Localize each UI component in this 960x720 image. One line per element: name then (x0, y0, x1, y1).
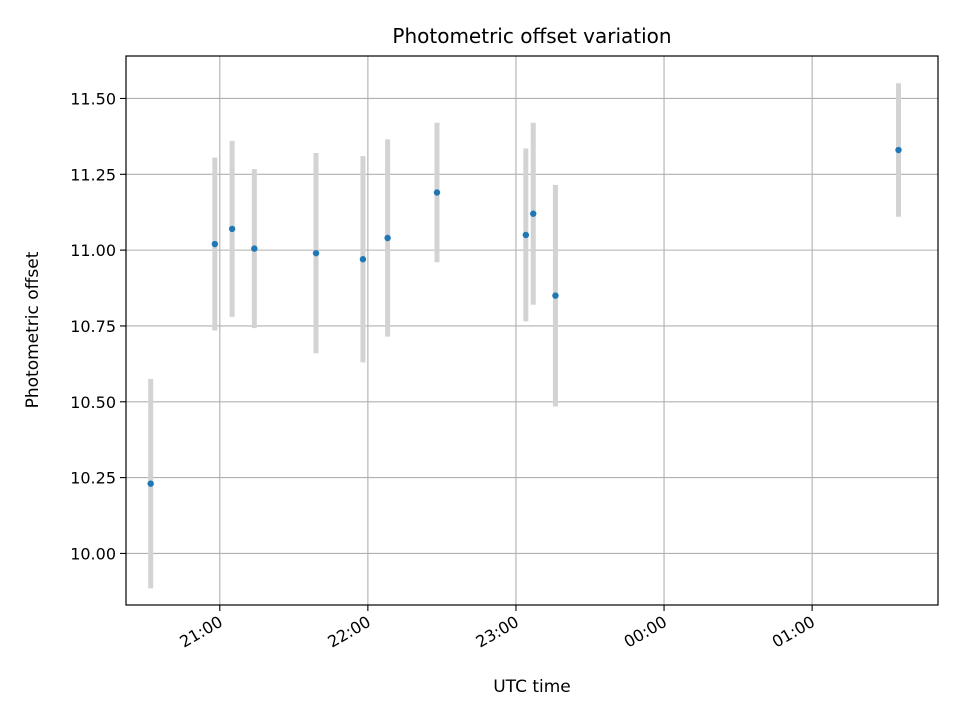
data-point (359, 256, 367, 263)
data-point (384, 234, 391, 242)
y-tick-label: 10.50 (70, 393, 116, 412)
y-axis-ticks: 10.00 10.25 10.50 10.75 11.00 11.25 11.50 (70, 89, 126, 563)
data-point (522, 231, 530, 239)
data-point (228, 225, 236, 233)
data-point (211, 240, 219, 248)
x-tick-label: 21:00 (176, 612, 225, 652)
data-point (552, 292, 559, 299)
x-tick-label: 01:00 (769, 612, 818, 652)
chart-title: Photometric offset variation (392, 24, 671, 48)
y-tick-label: 11.25 (70, 165, 116, 184)
y-tick-label: 10.75 (70, 317, 116, 336)
y-tick-label: 10.00 (70, 544, 116, 563)
x-tick-label: 00:00 (621, 612, 670, 652)
data-point (312, 249, 320, 257)
data-points (147, 146, 902, 487)
x-tick-label: 22:00 (324, 612, 373, 652)
y-tick-label: 10.25 (70, 469, 116, 488)
y-tick-label: 11.00 (70, 241, 116, 260)
data-point (147, 480, 154, 487)
data-point (530, 210, 537, 217)
plot-frame (125, 55, 939, 606)
x-axis-ticks: 21:00 22:00 23:00 00:00 01:00 (176, 605, 818, 652)
x-tick-label: 23:00 (473, 612, 522, 652)
x-axis-label: UTC time (493, 677, 571, 697)
data-point (895, 146, 902, 154)
y-axis-label: Photometric offset (23, 251, 43, 408)
data-point (433, 189, 441, 196)
data-point (251, 245, 258, 252)
y-tick-label: 11.50 (70, 89, 116, 108)
